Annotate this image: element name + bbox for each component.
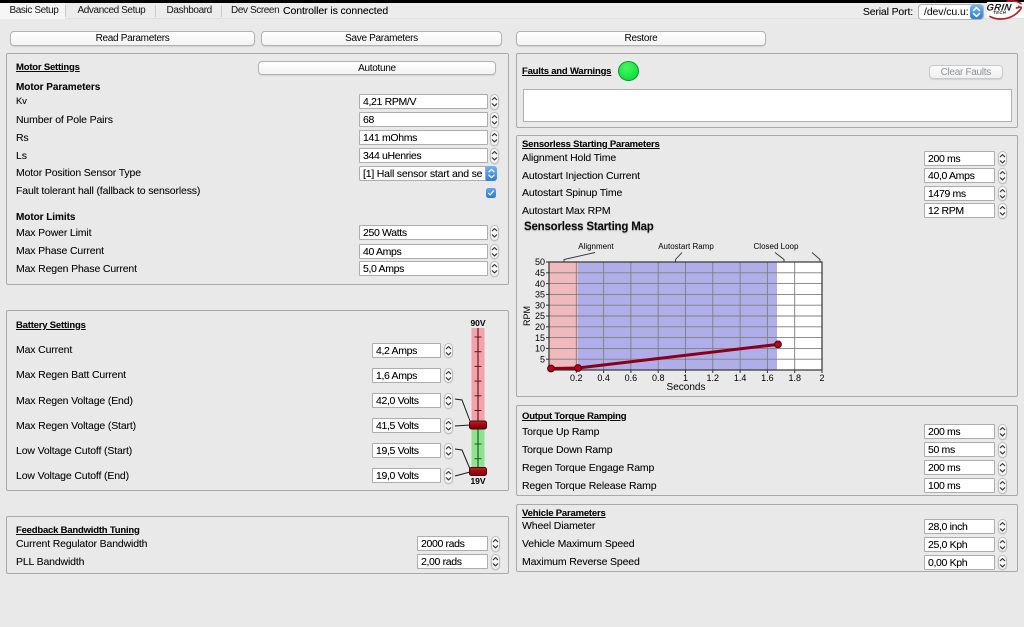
svg-text:40: 40	[535, 279, 545, 289]
svg-text:Closed Loop: Closed Loop	[754, 242, 799, 251]
svg-text:Seconds: Seconds	[667, 382, 706, 393]
svg-text:19V: 19V	[470, 476, 485, 486]
svg-text:30: 30	[535, 300, 545, 310]
svg-text:25: 25	[535, 311, 545, 321]
svg-text:TECH: TECH	[993, 10, 1007, 15]
svg-text:1.8: 1.8	[788, 373, 801, 383]
svg-text:20: 20	[535, 322, 545, 332]
svg-text:15: 15	[535, 333, 545, 343]
svg-text:0.6: 0.6	[625, 373, 638, 383]
svg-text:1.6: 1.6	[761, 373, 774, 383]
svg-text:35: 35	[535, 290, 545, 300]
svg-text:1.2: 1.2	[707, 373, 720, 383]
svg-text:0.2: 0.2	[570, 373, 583, 383]
svg-text:50: 50	[535, 257, 545, 267]
svg-text:RPM: RPM	[522, 306, 532, 326]
svg-text:2: 2	[819, 373, 824, 383]
svg-text:Alignment: Alignment	[578, 242, 614, 251]
svg-text:45: 45	[535, 268, 545, 278]
svg-text:0.4: 0.4	[597, 373, 610, 383]
svg-text:0.8: 0.8	[652, 373, 665, 383]
svg-text:1: 1	[683, 373, 688, 383]
svg-text:90V: 90V	[470, 318, 485, 328]
svg-text:10: 10	[535, 344, 545, 354]
svg-text:5: 5	[540, 354, 545, 364]
svg-text:1.4: 1.4	[734, 373, 747, 383]
svg-text:GRIN: GRIN	[986, 3, 1013, 14]
svg-text:Autostart Ramp: Autostart Ramp	[658, 242, 714, 251]
